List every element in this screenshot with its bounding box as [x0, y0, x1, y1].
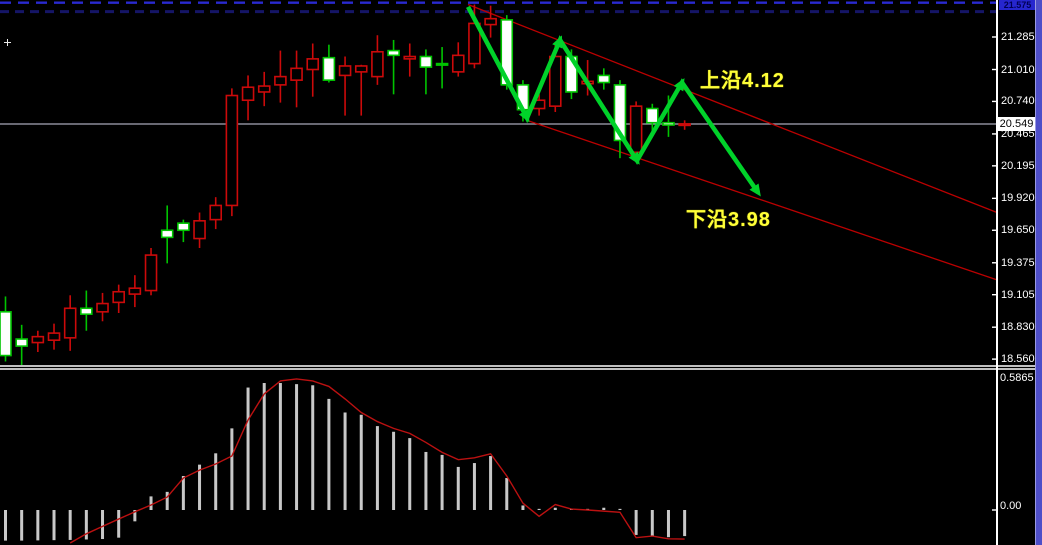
bid-price-box: 20.549 — [997, 117, 1036, 131]
price-tick-label: 20.740 — [1001, 95, 1035, 108]
price-tick-label: 19.920 — [1001, 192, 1035, 205]
price-tick-label: 21.285 — [1001, 31, 1035, 43]
lower-channel-annotation: 下沿3.98 — [686, 209, 771, 231]
price-tick-label: 18.830 — [1001, 321, 1035, 334]
price-tick-label: 21.010 — [1001, 63, 1035, 76]
upper-channel-annotation: 上沿4.12 — [700, 70, 785, 92]
window-right-edge — [1035, 0, 1042, 545]
indicator-axis-zero-label: 0.00 — [1000, 500, 1022, 512]
price-tick-label: 19.650 — [1001, 224, 1035, 237]
ask-price-box: 21.575 — [999, 0, 1036, 10]
price-tick-label: 19.105 — [1001, 288, 1035, 301]
chart-cursor-marker — [4, 39, 11, 46]
price-tick-label: 18.560 — [1001, 353, 1035, 366]
price-tick-label: 20.195 — [1001, 159, 1035, 172]
indicator-axis-max-label: 0.5865 — [1000, 372, 1034, 384]
price-tick-label: 19.375 — [1001, 256, 1035, 269]
